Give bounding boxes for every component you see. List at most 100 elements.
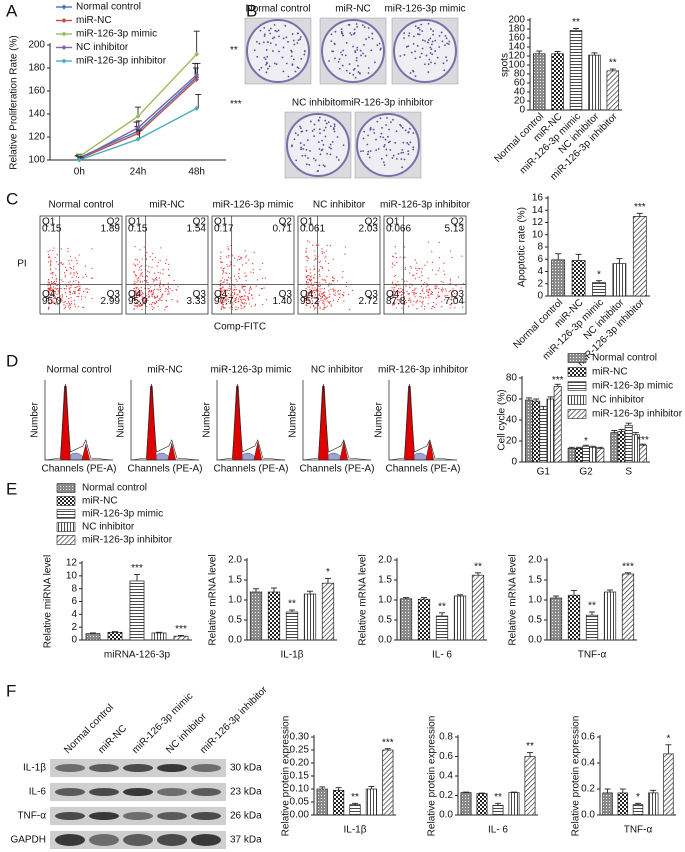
quadrant-value: 2.03 [359,224,379,235]
colony [293,138,296,141]
flow-event [155,300,158,302]
colony [334,57,336,60]
flow-event [396,261,398,263]
flow-event [151,266,153,269]
flow-event [64,274,66,276]
flow-event [409,272,411,274]
flow-event [462,306,464,308]
blot-row-label: IL-6 [29,787,47,798]
flow-event [240,304,242,306]
flow-event [412,274,414,276]
y-tick-label: 0.0 [378,635,392,646]
flow-event [319,295,322,297]
bar [603,591,617,641]
flow-event [421,268,423,270]
y-tick-label: 0.6 [581,732,595,743]
flow-event [159,290,162,292]
flow-event [233,301,235,303]
colony [345,69,348,72]
flow-event [321,248,323,250]
colony [434,62,436,65]
flow-event [323,306,325,308]
flow-event [69,293,71,296]
flow-event [135,289,137,292]
flow-event [413,293,415,295]
colony [348,72,351,75]
flow-event [333,289,335,291]
flow-event [308,293,310,295]
colony [295,159,298,162]
quadrant-name: Q2 [451,217,465,228]
flow-event [66,285,68,287]
flow-event [77,276,80,279]
flow-event [413,291,415,294]
bar [524,756,536,816]
flow-event [74,293,76,295]
flow-event [50,268,52,270]
flow-event [321,266,323,268]
flow-event [226,294,228,297]
flow-event [51,272,53,274]
flow-event [63,304,65,306]
y-tick-label: 0 [519,105,525,116]
flow-event [327,297,329,299]
flow-event [134,283,136,285]
flow-event [143,299,145,301]
flow-event [392,293,394,295]
flow-event [308,275,310,277]
legend-label: NC inhibitor [82,522,135,533]
colony [392,154,395,157]
flow-event [63,272,66,274]
flow-event [305,293,308,295]
flow-event [391,287,393,289]
y-tick-label: 0.0 [581,810,595,821]
flow-event [64,306,66,309]
flow-event [49,249,51,251]
flow-event [61,264,64,266]
flow-event [231,306,234,308]
flow-event [48,287,51,290]
colony [367,134,369,137]
bar [551,259,566,297]
flow-event [416,300,418,302]
flow-event [53,297,55,300]
colony [385,148,388,151]
flow-event [327,262,330,264]
colony [309,150,311,152]
colony [330,33,333,36]
flow-event [427,241,429,243]
flow-event [322,294,325,297]
flow-event [461,255,463,257]
flow-event [313,268,315,270]
flow-event [140,294,142,296]
cycle-frame [302,380,371,461]
flow-event [333,278,335,280]
colony [291,33,294,35]
colony [307,157,309,159]
flow-event [452,288,454,290]
flow-event [168,292,170,294]
flow-event [161,296,163,298]
flow-event [245,303,247,305]
flow-event [306,276,308,278]
colony [429,46,432,49]
bar [621,573,635,641]
flow-event [235,306,237,308]
flow-event [66,302,68,305]
colony [278,50,280,53]
colony [407,131,410,134]
flow-event [220,267,222,269]
flow-event [321,293,323,296]
colony [319,153,322,156]
flow-event [397,296,399,299]
colony [362,150,365,152]
flow-event [393,256,395,258]
colony [432,30,435,32]
flow-event [449,298,451,300]
colony [387,141,390,144]
axis-label: Channels (PE-A) [213,464,288,475]
plate-dish [356,113,420,177]
flow-event [154,256,156,259]
significance: *** [552,375,564,386]
bar [151,632,167,641]
